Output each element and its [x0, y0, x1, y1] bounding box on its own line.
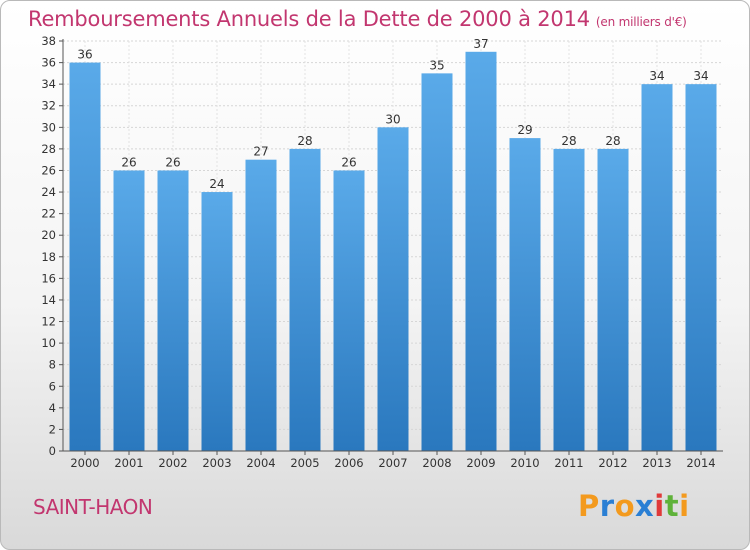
- data-label-2010: 29: [517, 123, 532, 137]
- y-tick-label: 4: [49, 401, 56, 415]
- data-label-2001: 26: [121, 155, 136, 169]
- bars: 36 26 26 24 27 28 26 30 35 37 29 28 28 34 34: [69, 37, 717, 452]
- y-tick-label: 16: [41, 271, 56, 285]
- bar-2013: [641, 84, 673, 451]
- x-tick-label-2011: 2011: [554, 456, 583, 470]
- x-tick-label-2000: 2000: [70, 456, 99, 470]
- chart-title: Remboursements Annuels de la Dette de 20…: [28, 7, 687, 31]
- data-label-2009: 37: [473, 37, 488, 51]
- data-label-2014: 34: [693, 69, 708, 83]
- y-tick-label: 2: [49, 422, 56, 436]
- logo-letter: r: [599, 489, 615, 523]
- y-tick-label: 14: [41, 293, 56, 307]
- x-tick-label-2001: 2001: [114, 456, 143, 470]
- bar-2003: [201, 192, 233, 452]
- bar-2008: [421, 73, 453, 452]
- y-tick-label: 24: [41, 185, 56, 199]
- bar-2001: [113, 170, 145, 451]
- x-tick-label-2012: 2012: [598, 456, 627, 470]
- y-tick-label: 0: [49, 444, 56, 458]
- data-label-2000: 36: [77, 48, 92, 62]
- bar-2009: [465, 51, 497, 451]
- logo-letter: t: [664, 489, 680, 523]
- data-label-2007: 30: [385, 112, 400, 126]
- y-tick-label: 34: [41, 77, 56, 91]
- logo-letter: P: [578, 489, 600, 523]
- y-tick-label: 20: [41, 228, 56, 242]
- y-tick-label: 12: [41, 315, 56, 329]
- y-tick-label: 38: [41, 34, 56, 48]
- commune-name: SAINT-HAON: [33, 495, 153, 519]
- data-label-2002: 26: [165, 155, 180, 169]
- x-tick-label-2010: 2010: [510, 456, 539, 470]
- data-label-2004: 27: [253, 145, 268, 159]
- x-tick-label-2004: 2004: [246, 456, 275, 470]
- bar-2006: [333, 170, 365, 451]
- x-tick-label-2008: 2008: [422, 456, 451, 470]
- y-tick-label: 30: [41, 120, 56, 134]
- x-tick-label-2002: 2002: [158, 456, 187, 470]
- data-label-2011: 28: [561, 134, 576, 148]
- bar-2005: [289, 148, 321, 452]
- data-label-2005: 28: [297, 134, 312, 148]
- y-tick-label: 10: [41, 336, 56, 350]
- bar-2000: [69, 62, 101, 451]
- chart-unit: (en milliers d'€): [595, 15, 687, 29]
- bar-2011: [553, 148, 585, 452]
- bar-2010: [509, 138, 541, 451]
- x-tick-label-2003: 2003: [202, 456, 231, 470]
- y-tick-label: 26: [41, 163, 56, 177]
- logo-letter: o: [614, 489, 636, 523]
- bar-2014: [685, 84, 717, 451]
- x-tick-label-2007: 2007: [378, 456, 407, 470]
- y-tick-label: 32: [41, 99, 56, 113]
- bar-2004: [245, 159, 277, 451]
- y-tick-label: 28: [41, 142, 56, 156]
- proxiti-logo: Proxiti: [578, 489, 690, 523]
- data-label-2013: 34: [649, 69, 664, 83]
- data-label-2003: 24: [209, 177, 224, 191]
- data-label-2012: 28: [605, 134, 620, 148]
- data-label-2006: 26: [341, 155, 356, 169]
- x-tick-label-2006: 2006: [334, 456, 363, 470]
- bar-2007: [377, 127, 409, 451]
- x-tick-label-2014: 2014: [686, 456, 715, 470]
- y-tick-label: 8: [49, 358, 56, 372]
- y-tick-label: 18: [41, 250, 56, 264]
- y-tick-label: 22: [41, 207, 56, 221]
- logo-letter: i: [654, 489, 665, 523]
- logo-letter: i: [679, 489, 690, 523]
- x-tick-label-2005: 2005: [290, 456, 319, 470]
- bar-2002: [157, 170, 189, 451]
- logo-letter: x: [635, 489, 655, 523]
- y-tick-label: 36: [41, 56, 56, 70]
- x-tick-label-2009: 2009: [466, 456, 495, 470]
- y-tick-label: 6: [49, 379, 56, 393]
- data-label-2008: 35: [429, 58, 444, 72]
- bar-2012: [597, 148, 629, 452]
- x-tick-label-2013: 2013: [642, 456, 671, 470]
